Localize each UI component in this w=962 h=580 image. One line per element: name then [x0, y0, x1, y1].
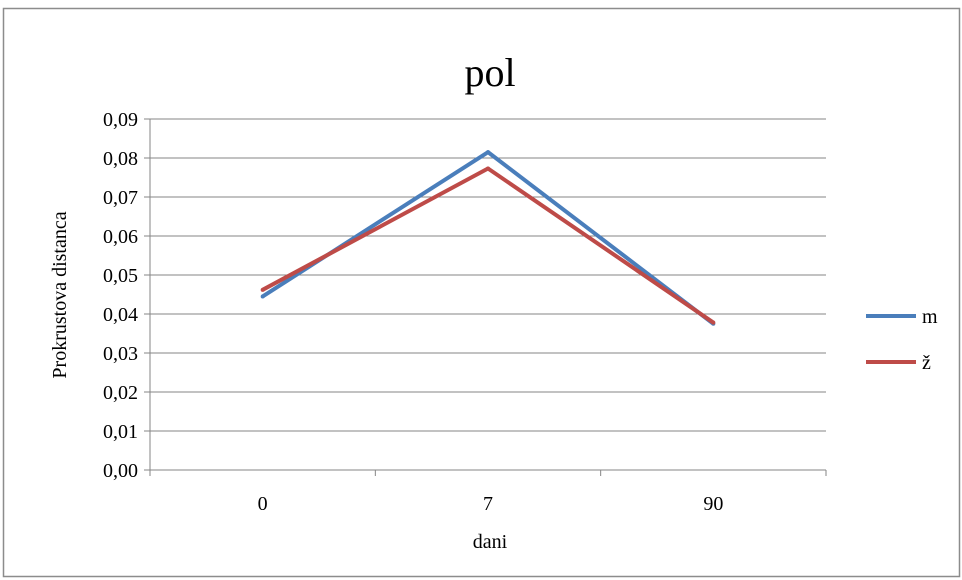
x-axis-label: dani [473, 531, 508, 553]
y-axis-label: Prokrustova distanca [49, 211, 71, 378]
y-tick-label: 0,04 [103, 304, 138, 326]
y-tick-label: 0,08 [103, 148, 138, 170]
legend-label: ž [922, 352, 931, 374]
data-point [486, 166, 490, 171]
x-tick-labels: 0 7 90 [258, 493, 724, 515]
y-tick-labels: 0,00 0,01 0,02 0,03 0,04 0,05 0,06 0,07 0,08 0,09 [103, 109, 138, 482]
x-tick-label: 90 [703, 493, 723, 515]
data-point [486, 150, 490, 155]
y-tick-label: 0,02 [103, 382, 138, 404]
chart-border [2, 7, 961, 578]
x-tick-label: 7 [483, 493, 493, 515]
data-point [260, 294, 265, 299]
y-tick-label: 0,03 [103, 343, 138, 365]
gridlines [144, 118, 827, 476]
y-tick-label: 0,07 [103, 187, 138, 209]
y-tick-label: 0,01 [103, 421, 138, 443]
y-tick-label: 0,06 [103, 226, 138, 248]
series-lines [260, 150, 716, 326]
x-tick-label: 0 [258, 493, 268, 515]
data-point [711, 320, 716, 325]
legend-label: m [922, 306, 938, 328]
data-point [260, 287, 265, 292]
y-tick-label: 0,09 [103, 109, 138, 131]
y-tick-label: 0,05 [103, 265, 138, 287]
y-tick-label: 0,00 [103, 460, 138, 482]
chart-title: pol [464, 50, 515, 95]
legend: mž [866, 306, 938, 374]
